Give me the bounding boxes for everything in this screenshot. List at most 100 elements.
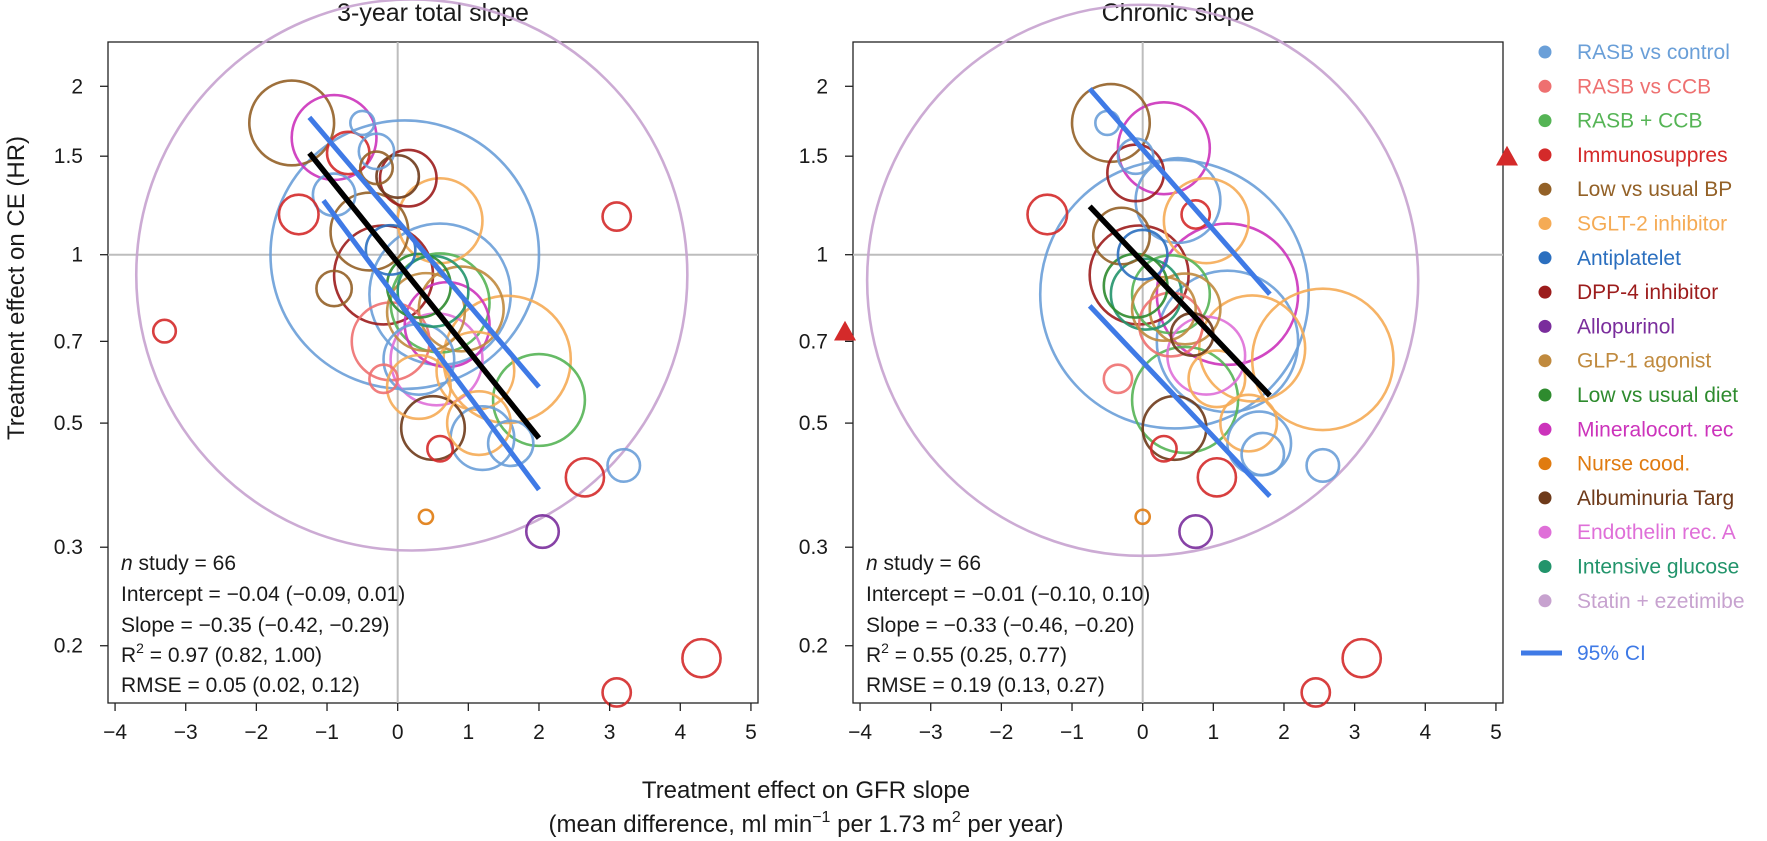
legend-marker — [1538, 422, 1552, 436]
legend-marker — [1538, 491, 1552, 505]
legend-label: Endothelin rec. A — [1577, 521, 1736, 544]
legend-marker — [1538, 251, 1552, 265]
data-point — [564, 456, 606, 498]
x-tick-label: 2 — [533, 721, 545, 744]
data-point — [135, 0, 689, 552]
y-axis-label: Treatment effect on CE (HR) — [3, 136, 30, 440]
y-tick-label: 0.5 — [799, 412, 828, 435]
data-point — [1091, 206, 1152, 266]
y-tick-label: 0.3 — [54, 536, 83, 559]
legend-marker — [1538, 114, 1552, 128]
data-point — [396, 177, 484, 265]
plot-frame — [107, 41, 759, 704]
x-axis-label-part: 2 — [952, 809, 961, 826]
plot-frame — [852, 41, 1504, 704]
data-point — [1094, 109, 1121, 137]
legend-marker — [1538, 388, 1552, 402]
stat-rmse: RMSE = 0.05 (0.02, 0.12) — [121, 674, 360, 697]
x-axis-label-line1: Treatment effect on GFR slope — [642, 777, 970, 804]
data-point — [368, 363, 399, 395]
data-point — [1180, 199, 1212, 230]
data-point — [681, 637, 722, 679]
data-point — [865, 3, 1420, 558]
y-tick-label: 0.7 — [799, 330, 828, 353]
data-point — [385, 353, 452, 421]
legend-label: Statin + ezetimibe — [1577, 590, 1745, 613]
stat-n-study: n study = 66 — [866, 552, 981, 575]
data-point — [491, 352, 587, 448]
x-tick-label: 5 — [745, 721, 757, 744]
stat-intercept: Intercept = −0.04 (−0.09, 0.01) — [121, 583, 405, 606]
legend-marker — [1538, 182, 1552, 196]
data-point — [426, 434, 455, 463]
panel-title: Chronic slope — [1102, 0, 1255, 27]
data-point — [601, 677, 633, 708]
stat-slope: Slope = −0.35 (−0.42, −0.29) — [121, 614, 390, 637]
data-point — [1250, 287, 1395, 432]
legend-marker — [1538, 457, 1552, 471]
legend-label: Antiplatelet — [1577, 247, 1681, 270]
legend-marker — [1538, 525, 1552, 539]
data-point — [1038, 158, 1311, 430]
data-point — [269, 119, 541, 391]
data-point — [1148, 272, 1222, 346]
x-axis-label-part: per year) — [961, 811, 1064, 838]
x-tick-label: 1 — [1207, 721, 1219, 744]
plot-area — [108, 0, 758, 708]
data-point — [1026, 193, 1069, 236]
legend-marker — [1538, 217, 1552, 230]
data-point — [1116, 228, 1169, 281]
y-tick-label: 1.5 — [799, 145, 828, 168]
data-point — [606, 447, 642, 484]
legend-marker — [1538, 148, 1552, 162]
legend-label: Immunosuppres — [1577, 144, 1728, 167]
x-tick-label: −4 — [848, 721, 872, 744]
y-tick-label: 0.2 — [54, 635, 83, 658]
data-point — [1155, 269, 1300, 414]
data-point — [1134, 508, 1152, 526]
x-tick-label: −1 — [1060, 721, 1084, 744]
legend-label: Albuminuria Targ — [1577, 487, 1734, 510]
data-point — [417, 265, 505, 353]
x-tick-label: 3 — [1349, 721, 1361, 744]
data-point — [1130, 275, 1197, 343]
panel-total-slope: 3-year total slope n study = 66 Intercep… — [54, 0, 759, 744]
data-point — [315, 269, 354, 308]
stat-intercept: Intercept = −0.01 (−0.10, 0.10) — [866, 583, 1150, 606]
data-point — [486, 419, 535, 468]
data-point — [375, 153, 421, 199]
legend-label: Allopurinol — [1577, 315, 1675, 338]
x-tick-label: 4 — [1419, 721, 1431, 744]
stat-r2: R2 = 0.55 (0.25, 0.77) — [866, 640, 1067, 667]
y-tick-label: 0.5 — [54, 412, 83, 435]
y-tick-label: 0.3 — [799, 536, 828, 559]
legend-label: Mineralocort. rec — [1577, 418, 1733, 441]
data-point — [417, 508, 435, 526]
ci-upper-line — [307, 115, 541, 389]
legend-marker — [1538, 45, 1552, 59]
stat-rmse: RMSE = 0.19 (0.13, 0.27) — [866, 674, 1105, 697]
data-point — [349, 109, 376, 137]
legend: RASB vs control RASB vs CCB RASB + CCB Immu… — [1521, 41, 1745, 665]
data-point — [1070, 82, 1152, 164]
legend-label: RASB vs CCB — [1577, 75, 1711, 98]
data-point — [1149, 434, 1178, 463]
legend-marker — [1538, 319, 1552, 333]
x-tick-label: 3 — [604, 721, 616, 744]
stat-n-study: n study = 66 — [121, 552, 236, 575]
ci-lower-line — [1087, 304, 1272, 498]
data-point — [1116, 101, 1212, 196]
x-tick-label: 0 — [392, 721, 404, 744]
x-tick-label: −4 — [103, 721, 127, 744]
out-of-range-marker — [834, 320, 856, 341]
data-point — [364, 223, 417, 276]
legend-marker — [1538, 285, 1552, 299]
legend-ci-label: 95% CI — [1577, 642, 1646, 665]
legend-label: Low vs usual BP — [1577, 178, 1732, 201]
data-point — [601, 201, 633, 232]
legend-label: RASB + CCB — [1577, 110, 1702, 133]
data-point — [151, 318, 178, 344]
legend-label: RASB vs control — [1577, 41, 1730, 64]
x-tick-label: 0 — [1137, 721, 1149, 744]
